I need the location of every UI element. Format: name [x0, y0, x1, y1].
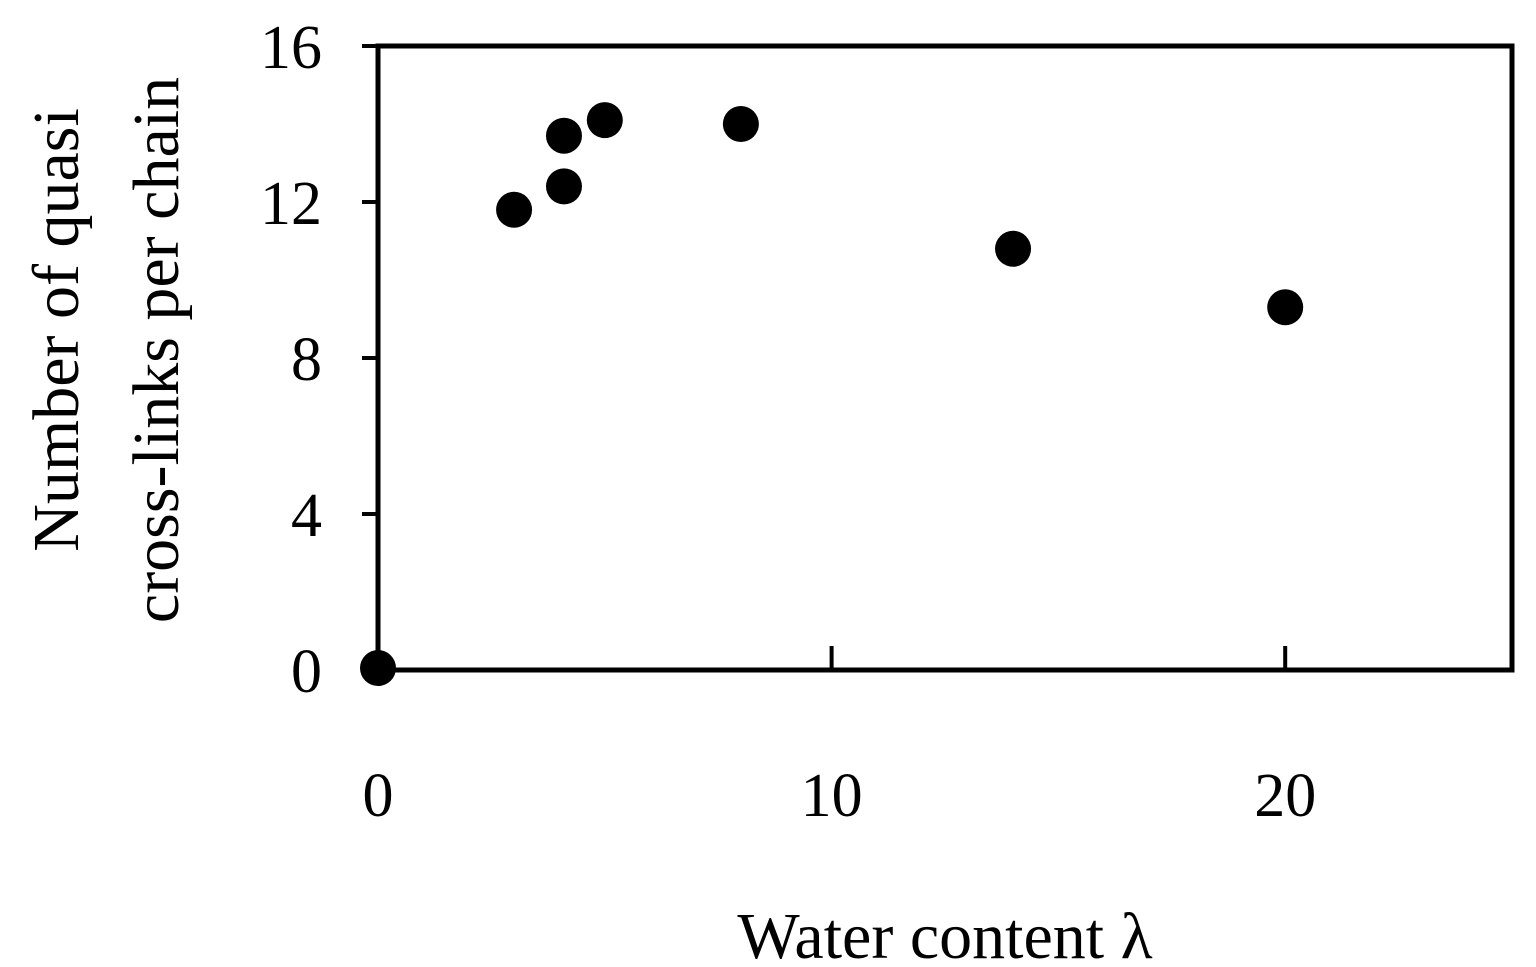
- x-tick-marks: [829, 646, 1288, 670]
- y-axis-label: Number of quasi cross-links per chain: [20, 77, 193, 623]
- x-tick-label: 10: [801, 762, 863, 830]
- x-tick-label: 20: [1254, 762, 1316, 830]
- y-tick-labels: 0 4 8 12 16: [260, 14, 322, 706]
- data-point: [995, 230, 1032, 267]
- data-points: [360, 102, 1304, 687]
- data-point: [722, 106, 759, 142]
- y-tick-label: 12: [260, 170, 322, 238]
- data-point: [1267, 289, 1304, 326]
- y-tick-label: 8: [291, 326, 322, 394]
- data-point: [586, 102, 623, 139]
- y-tick-label: 0: [291, 638, 322, 706]
- y-tick-label: 16: [260, 14, 322, 82]
- y-axis-label-line-1: Number of quasi: [20, 108, 93, 552]
- data-point: [496, 191, 533, 228]
- x-tick-label: 0: [363, 762, 394, 830]
- x-axis-label: Water content λ: [737, 900, 1152, 967]
- data-point: [360, 650, 396, 687]
- x-tick-labels: 0 10 20: [363, 762, 1317, 830]
- y-tick-label: 4: [291, 482, 322, 550]
- data-point: [545, 168, 582, 205]
- y-axis-label-line-2: cross-links per chain: [120, 77, 193, 623]
- data-point: [545, 117, 582, 154]
